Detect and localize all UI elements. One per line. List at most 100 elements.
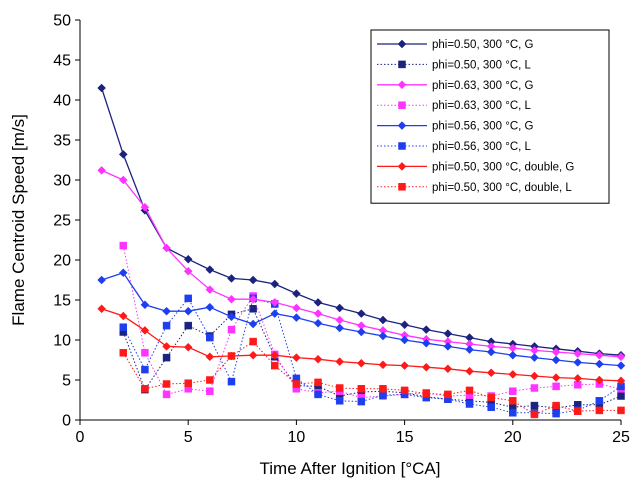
legend-label: phi=0.50, 300 °C, double, G — [432, 161, 574, 173]
y-tick-label: 10 — [53, 333, 71, 350]
series-phi-0-63-300-c-g — [97, 166, 626, 362]
data-point — [97, 166, 106, 175]
data-point — [248, 319, 258, 329]
data-point — [443, 364, 453, 374]
data-point — [378, 331, 388, 341]
data-point — [356, 309, 366, 318]
legend-marker — [398, 60, 406, 69]
data-point — [292, 289, 301, 298]
y-tick-label: 20 — [53, 253, 71, 270]
data-point — [356, 358, 366, 368]
data-point — [205, 265, 215, 274]
data-point — [118, 150, 128, 159]
legend-marker — [398, 142, 406, 150]
data-point — [248, 275, 258, 285]
legend-marker — [397, 162, 407, 171]
legend-item: phi=0.63, 300 °C, L — [377, 100, 532, 112]
legend-marker — [397, 39, 407, 49]
data-point — [552, 401, 560, 410]
legend-label: phi=0.56, 300 °C, L — [432, 141, 532, 153]
data-point — [292, 303, 301, 313]
data-point — [444, 390, 452, 399]
data-point — [140, 202, 150, 212]
data-point — [465, 366, 474, 376]
legend-item: phi=0.50, 300 °C, double, G — [377, 161, 574, 173]
data-point — [248, 294, 258, 304]
data-point — [205, 285, 215, 294]
data-point — [227, 294, 236, 304]
data-point — [378, 315, 388, 325]
data-point — [97, 275, 106, 285]
data-point — [292, 353, 301, 362]
data-point — [530, 410, 539, 419]
legend-marker — [397, 121, 407, 130]
data-point — [248, 350, 258, 360]
legend-label: phi=0.50, 300 °C, G — [432, 39, 534, 51]
data-point — [119, 349, 128, 357]
data-point — [509, 387, 517, 395]
data-point — [335, 303, 345, 313]
data-point — [335, 397, 344, 405]
data-point — [140, 326, 150, 335]
x-tick-label: 0 — [76, 429, 85, 446]
data-point — [183, 342, 193, 352]
data-point — [184, 294, 192, 303]
data-point — [335, 357, 345, 366]
legend-item: phi=0.56, 300 °C, G — [377, 121, 534, 133]
data-point — [270, 350, 280, 360]
y-tick-label: 25 — [53, 213, 71, 230]
legend-label: phi=0.56, 300 °C, G — [432, 121, 534, 133]
legend-marker — [397, 80, 407, 90]
data-point — [162, 243, 171, 253]
data-point — [530, 371, 539, 381]
data-point — [206, 387, 214, 395]
legend-box — [370, 29, 610, 204]
data-point — [313, 318, 323, 328]
legend-marker — [398, 101, 406, 109]
data-point — [183, 306, 193, 316]
data-point — [421, 325, 431, 334]
data-point — [616, 352, 626, 362]
legend: phi=0.50, 300 °C, G phi=0.50, 300 °C, L ph… — [370, 29, 610, 204]
data-point — [595, 397, 604, 405]
data-point — [595, 350, 604, 360]
data-point — [270, 298, 280, 307]
data-point — [379, 385, 387, 393]
data-point — [487, 393, 495, 402]
y-axis-label: Flame Centroid Speed [m/s] — [9, 114, 28, 326]
legend-label: phi=0.63, 300 °C, G — [432, 80, 534, 92]
data-point — [206, 376, 214, 384]
data-point — [97, 83, 106, 93]
data-point — [162, 306, 171, 316]
data-point — [335, 323, 345, 333]
y-tick-label: 35 — [53, 133, 71, 150]
data-point — [118, 311, 128, 321]
data-point — [421, 362, 431, 372]
data-point — [162, 390, 171, 399]
data-point — [118, 268, 128, 278]
data-point — [119, 241, 128, 250]
data-point — [118, 175, 128, 185]
data-point — [573, 358, 583, 367]
data-point — [292, 380, 301, 388]
data-point — [292, 313, 301, 322]
data-point — [400, 386, 409, 395]
data-point — [400, 361, 409, 370]
y-tick-label: 45 — [53, 53, 71, 70]
data-point — [227, 351, 236, 361]
data-point — [508, 370, 518, 379]
data-point — [357, 397, 366, 406]
data-point — [314, 390, 322, 399]
data-point — [141, 349, 149, 357]
data-point — [183, 266, 193, 276]
y-tick-label: 5 — [62, 373, 71, 390]
data-point — [249, 305, 257, 313]
data-point — [379, 391, 387, 399]
data-point — [400, 335, 409, 345]
data-point — [400, 320, 409, 330]
data-point — [227, 377, 236, 386]
data-point — [508, 350, 518, 360]
data-point — [551, 355, 561, 365]
legend-item: phi=0.63, 300 °C, G — [377, 80, 534, 92]
data-point — [443, 342, 453, 351]
